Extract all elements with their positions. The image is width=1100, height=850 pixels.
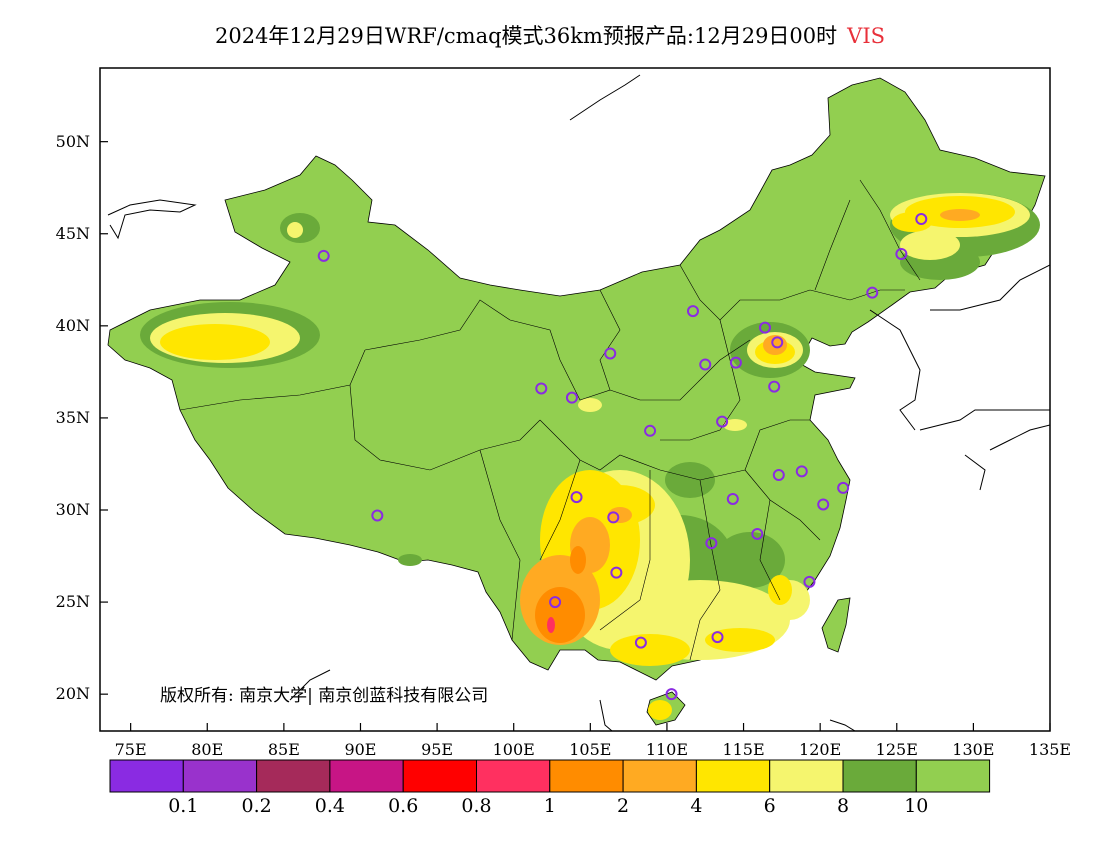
- station-marker: [686, 305, 699, 318]
- station-marker: [711, 631, 724, 644]
- vis-1-2-zones: [535, 546, 586, 643]
- station-marker: [565, 391, 578, 404]
- lat-tick-label: 40N: [55, 315, 90, 335]
- lat-tick-label: 30N: [55, 500, 90, 519]
- station-marker: [317, 249, 330, 262]
- colorbar-swatch: [476, 759, 551, 793]
- colorbar-label: 0.1: [168, 795, 199, 817]
- station-marker: [771, 336, 784, 349]
- station-marker: [644, 424, 657, 437]
- colorbar-swatch: [769, 759, 844, 793]
- colorbar-swatch: [695, 759, 771, 793]
- colorbar-label: 0.6: [388, 795, 419, 817]
- station-marker: [915, 213, 928, 226]
- lon-tick-label: 100E: [492, 740, 535, 759]
- station-marker: [759, 321, 771, 334]
- colorbar-swatch: [329, 759, 404, 793]
- station-marker: [768, 380, 781, 393]
- station-marker: [705, 537, 718, 550]
- colorbar-label: 2: [617, 795, 630, 817]
- colorbar-swatch: [256, 759, 331, 793]
- station-marker: [772, 469, 785, 482]
- lon-tick-label: 90E: [344, 740, 377, 759]
- lon-tick-label: 95E: [421, 740, 454, 759]
- lon-tick-label: 130E: [952, 740, 995, 759]
- copyright-notice: 版权所有: 南京大学| 南京创蓝科技有限公司: [160, 686, 489, 706]
- lat-tick-label: 50N: [55, 131, 90, 151]
- lon-tick-label: 105E: [569, 740, 612, 759]
- colorbar: [109, 759, 991, 793]
- colorbar-swatch: [842, 759, 917, 793]
- station-marker: [634, 636, 647, 649]
- station-marker: [837, 481, 850, 494]
- colorbar-label: 4: [690, 795, 703, 817]
- colorbar-label: 8: [836, 795, 850, 817]
- lon-tick-label: 120E: [799, 740, 842, 759]
- colorbar-swatch: [622, 759, 697, 793]
- colorbar-label: 6: [763, 795, 776, 817]
- colorbar-label: 10: [904, 795, 929, 817]
- station-marker: [751, 527, 764, 540]
- vis-0.8-1-zones: [547, 617, 555, 633]
- colorbar-label: 0.4: [314, 795, 345, 817]
- station-marker: [607, 511, 620, 524]
- colorbar-label: 0.2: [241, 795, 272, 817]
- station-marker: [803, 575, 816, 588]
- station-marker: [817, 498, 830, 511]
- station-marker: [795, 465, 808, 478]
- colorbar-swatch: [915, 759, 991, 793]
- lon-tick-label: 115E: [722, 740, 765, 759]
- map-frame: [99, 67, 1051, 732]
- province-boundaries: [179, 179, 921, 661]
- lat-tick-label: 20N: [55, 684, 90, 704]
- colorbar-swatch: [182, 759, 258, 793]
- station-marker: [371, 509, 384, 522]
- colorbar-label: 1: [543, 795, 556, 817]
- colorbar-label: 0.8: [461, 795, 492, 817]
- map-title: 2024年12月29日WRF/cmaq模式36km预报产品:12月29日00时 V…: [0, 20, 1100, 50]
- china-landmass: [107, 77, 1046, 681]
- lon-tick-label: 135E: [1028, 740, 1072, 759]
- lon-tick-label: 125E: [875, 740, 918, 759]
- lon-tick-label: 75E: [114, 740, 147, 759]
- lon-tick-label: 80E: [191, 740, 224, 759]
- colorbar-swatch: [402, 759, 478, 793]
- lon-tick-label: 85E: [267, 740, 300, 759]
- neighbor-coastlines: [107, 74, 1050, 731]
- station-marker: [699, 358, 712, 371]
- station-marker: [610, 566, 623, 579]
- lon-tick-label: 110E: [645, 740, 689, 759]
- axis-ticks: [100, 141, 1051, 731]
- lat-tick-label: 25N: [55, 592, 90, 612]
- colorbar-swatch: [549, 759, 624, 793]
- station-marker: [895, 248, 908, 261]
- station-marker: [729, 356, 742, 369]
- station-marker: [716, 415, 729, 428]
- taiwan-island: [821, 597, 851, 653]
- station-marker: [726, 492, 739, 505]
- station-marker: [665, 688, 678, 701]
- colorbar-swatch: [109, 759, 184, 793]
- station-marker: [866, 286, 879, 299]
- variable-name: VIS: [847, 24, 886, 48]
- title-text: 2024年12月29日WRF/cmaq模式36km预报产品:12月29日00时: [214, 24, 838, 48]
- station-marker: [570, 491, 583, 504]
- station-markers: [317, 213, 928, 701]
- lat-tick-label: 45N: [55, 223, 90, 243]
- lat-tick-label: 35N: [55, 407, 90, 427]
- station-marker: [549, 596, 562, 609]
- station-marker: [604, 347, 617, 360]
- station-marker: [535, 382, 548, 395]
